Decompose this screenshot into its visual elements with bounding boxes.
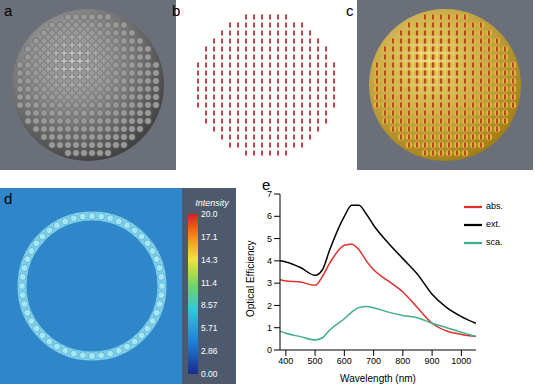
html-text:sca.: sca. (486, 237, 503, 248)
html-text:d: d (4, 190, 13, 207)
svg-text:Optical Efficiency: Optical Efficiency (245, 240, 256, 317)
html-text:ext.: ext. (486, 219, 501, 230)
svg-text:700: 700 (366, 356, 381, 366)
svg-text:5: 5 (267, 234, 272, 244)
html-text:e: e (262, 176, 271, 193)
svg-text:6: 6 (267, 211, 272, 221)
html-text:b: b (172, 2, 181, 19)
svg-text:600: 600 (337, 356, 352, 366)
svg-text:500: 500 (308, 356, 323, 366)
svg-text:3: 3 (267, 278, 272, 288)
svg-text:5.71: 5.71 (201, 323, 218, 333)
svg-text:2: 2 (267, 301, 272, 311)
svg-text:14.3: 14.3 (201, 255, 218, 265)
svg-text:0.00: 0.00 (201, 369, 218, 379)
svg-text:0: 0 (267, 345, 272, 355)
svg-text:20.0: 20.0 (201, 209, 218, 219)
svg-text:17.1: 17.1 (201, 232, 218, 242)
svg-text:8.57: 8.57 (201, 300, 218, 310)
svg-text:800: 800 (395, 356, 410, 366)
svg-text:11.4: 11.4 (201, 278, 217, 288)
svg-text:4: 4 (267, 256, 272, 266)
svg-text:Wavelength (nm): Wavelength (nm) (340, 373, 416, 384)
html-text:abs.: abs. (486, 201, 503, 212)
svg-text:Intensity: Intensity (195, 198, 229, 208)
html-text:c: c (346, 2, 354, 19)
svg-text:7: 7 (267, 189, 272, 200)
svg-text:1: 1 (267, 323, 272, 333)
svg-text:400: 400 (278, 356, 293, 366)
html-text:a: a (4, 2, 13, 19)
svg-text:900: 900 (425, 356, 440, 366)
svg-text:2.86: 2.86 (201, 346, 218, 356)
svg-text:1000: 1000 (451, 356, 471, 366)
